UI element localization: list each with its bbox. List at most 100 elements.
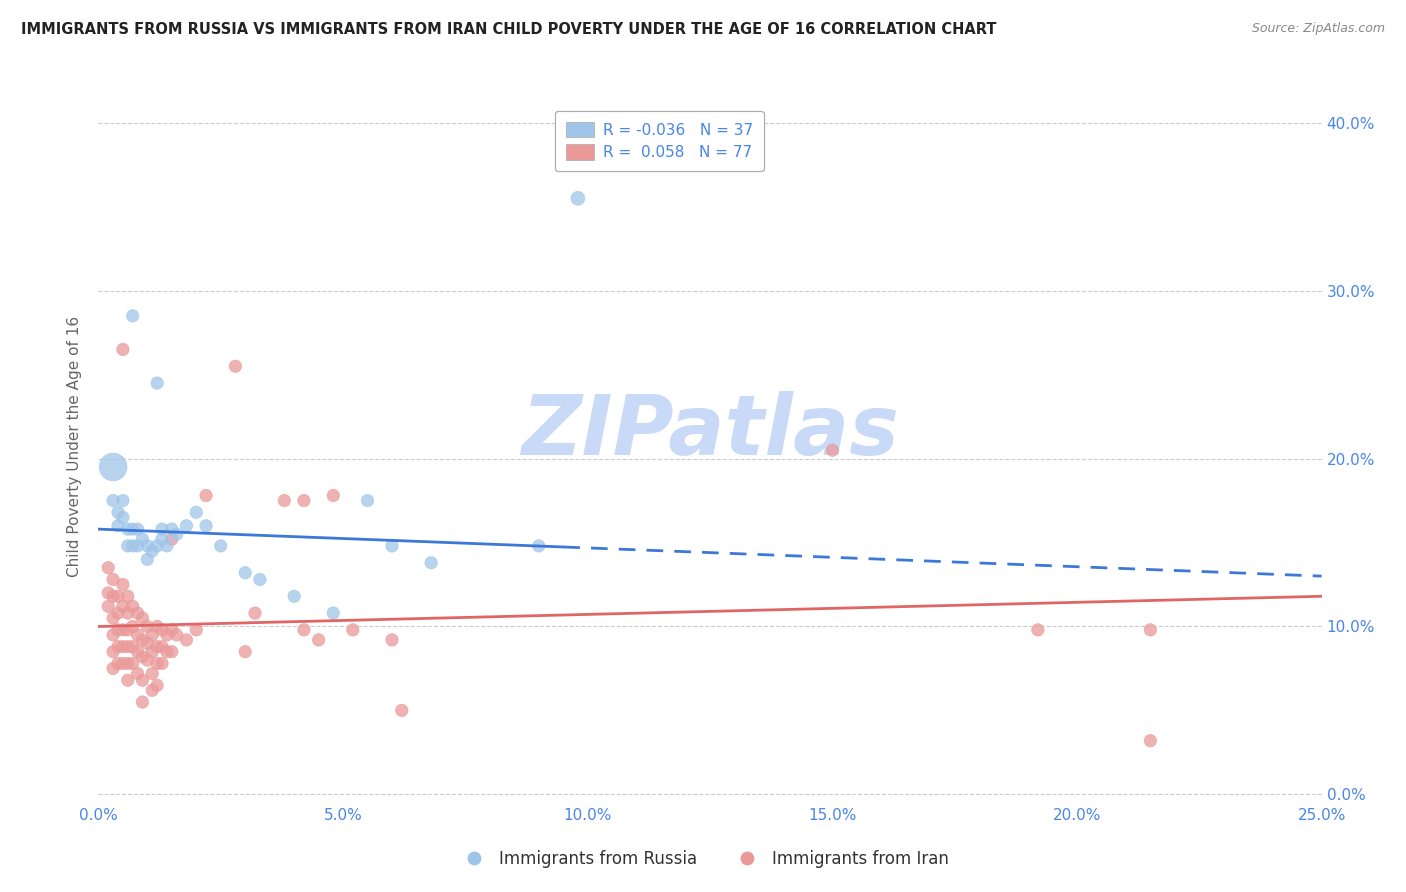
- Point: [121, 539, 143, 553]
- Point: [127, 666, 149, 681]
- Point: [233, 645, 256, 659]
- Point: [141, 645, 163, 659]
- Point: [111, 657, 134, 671]
- Point: [283, 589, 305, 603]
- Point: [156, 645, 179, 659]
- Point: [136, 636, 159, 650]
- Point: [117, 640, 139, 654]
- Point: [224, 359, 246, 374]
- Point: [141, 544, 163, 558]
- Point: [117, 606, 139, 620]
- Point: [97, 560, 120, 574]
- Point: [117, 623, 139, 637]
- Point: [127, 645, 149, 659]
- Point: [101, 493, 124, 508]
- Point: [97, 599, 120, 614]
- Point: [107, 657, 129, 671]
- Point: [101, 661, 124, 675]
- Point: [101, 573, 124, 587]
- Point: [186, 623, 208, 637]
- Point: [292, 493, 315, 508]
- Text: ZIPatlas: ZIPatlas: [522, 392, 898, 472]
- Point: [308, 632, 330, 647]
- Point: [97, 586, 120, 600]
- Point: [111, 577, 134, 591]
- Point: [176, 518, 198, 533]
- Point: [131, 649, 153, 664]
- Point: [107, 606, 129, 620]
- Point: [107, 505, 129, 519]
- Point: [249, 573, 271, 587]
- Point: [131, 611, 153, 625]
- Point: [150, 657, 173, 671]
- Point: [107, 623, 129, 637]
- Point: [121, 640, 143, 654]
- Point: [243, 606, 266, 620]
- Point: [101, 589, 124, 603]
- Point: [127, 606, 149, 620]
- Point: [111, 343, 134, 357]
- Point: [160, 623, 183, 637]
- Point: [131, 695, 153, 709]
- Point: [121, 657, 143, 671]
- Point: [160, 645, 183, 659]
- Legend: R = -0.036   N = 37, R =  0.058   N = 77: R = -0.036 N = 37, R = 0.058 N = 77: [555, 112, 763, 170]
- Point: [195, 518, 218, 533]
- Point: [107, 589, 129, 603]
- Point: [186, 505, 208, 519]
- Y-axis label: Child Poverty Under the Age of 16: Child Poverty Under the Age of 16: [67, 316, 83, 576]
- Point: [131, 632, 153, 647]
- Point: [209, 539, 232, 553]
- Point: [111, 623, 134, 637]
- Point: [141, 683, 163, 698]
- Point: [356, 493, 378, 508]
- Point: [322, 606, 344, 620]
- Point: [1026, 623, 1049, 637]
- Point: [146, 640, 169, 654]
- Point: [146, 619, 169, 633]
- Text: Source: ZipAtlas.com: Source: ZipAtlas.com: [1251, 22, 1385, 36]
- Point: [160, 532, 183, 546]
- Point: [160, 522, 183, 536]
- Point: [117, 657, 139, 671]
- Point: [121, 522, 143, 536]
- Point: [166, 628, 188, 642]
- Point: [127, 522, 149, 536]
- Point: [381, 632, 404, 647]
- Point: [141, 628, 163, 642]
- Point: [136, 552, 159, 566]
- Point: [101, 628, 124, 642]
- Point: [156, 628, 179, 642]
- Point: [117, 539, 139, 553]
- Point: [111, 493, 134, 508]
- Point: [107, 640, 129, 654]
- Point: [107, 518, 129, 533]
- Point: [195, 489, 218, 503]
- Point: [146, 376, 169, 390]
- Text: IMMIGRANTS FROM RUSSIA VS IMMIGRANTS FROM IRAN CHILD POVERTY UNDER THE AGE OF 16: IMMIGRANTS FROM RUSSIA VS IMMIGRANTS FRO…: [21, 22, 997, 37]
- Point: [111, 510, 134, 524]
- Point: [1139, 733, 1161, 747]
- Point: [527, 539, 550, 553]
- Point: [150, 522, 173, 536]
- Point: [101, 645, 124, 659]
- Point: [146, 539, 169, 553]
- Point: [292, 623, 315, 637]
- Point: [117, 522, 139, 536]
- Point: [342, 623, 364, 637]
- Point: [136, 539, 159, 553]
- Point: [127, 628, 149, 642]
- Point: [420, 556, 443, 570]
- Point: [146, 678, 169, 692]
- Legend: Immigrants from Russia, Immigrants from Iran: Immigrants from Russia, Immigrants from …: [450, 844, 956, 875]
- Point: [117, 673, 139, 688]
- Point: [117, 589, 139, 603]
- Point: [176, 632, 198, 647]
- Point: [127, 539, 149, 553]
- Point: [146, 657, 169, 671]
- Point: [233, 566, 256, 580]
- Point: [136, 619, 159, 633]
- Point: [136, 653, 159, 667]
- Point: [391, 703, 413, 717]
- Point: [121, 619, 143, 633]
